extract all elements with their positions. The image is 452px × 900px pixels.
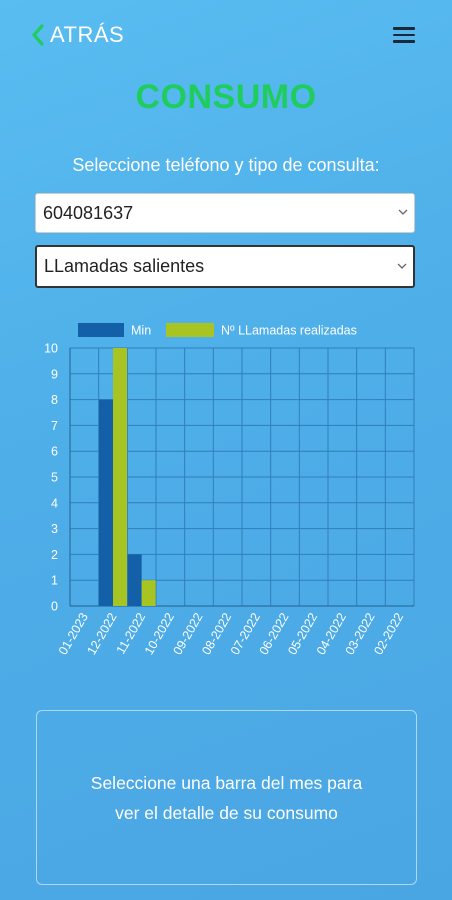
hamburger-menu-icon[interactable] (393, 26, 417, 44)
y-tick-label: 7 (51, 419, 58, 433)
legend-swatch-min (78, 323, 124, 337)
bar-calls (141, 580, 156, 606)
back-label: ATRÁS (50, 22, 125, 47)
bar-min (127, 554, 142, 606)
top-bar: ATRÁS (0, 0, 452, 70)
phone-select[interactable]: 604081637 (35, 193, 415, 233)
y-tick-label: 1 (51, 574, 58, 588)
y-tick-label: 4 (51, 496, 58, 510)
y-tick-label: 0 (51, 600, 58, 614)
info-text: Seleccione una barra del mes para ver el… (90, 772, 363, 823)
consumption-chart: 01234567891001-202312-202211-202210-2022… (44, 323, 415, 657)
phone-select-value: 604081637 (43, 203, 134, 223)
back-button[interactable]: ATRÁS (30, 20, 124, 50)
bar-min (99, 399, 113, 606)
chevron-down-icon (398, 209, 408, 215)
y-tick-label: 8 (51, 393, 58, 407)
y-tick-label: 2 (51, 548, 58, 562)
y-tick-label: 9 (51, 367, 58, 381)
chevron-left-icon (32, 24, 44, 46)
y-tick-label: 10 (44, 342, 58, 356)
y-tick-label: 3 (51, 522, 58, 536)
y-tick-label: 5 (51, 471, 58, 485)
legend-label-min: Min (131, 324, 151, 338)
legend-label-calls: Nº LLamadas realizadas (221, 324, 357, 338)
type-select[interactable]: LLamadas salientes (35, 245, 415, 288)
page-title: CONSUMO (135, 78, 317, 116)
type-select-value: LLamadas salientes (44, 256, 205, 276)
legend-swatch-calls (166, 323, 214, 337)
info-panel: Seleccione una barra del mes para ver el… (36, 710, 417, 885)
page-subtitle: Seleccione teléfono y tipo de consulta: (72, 155, 380, 175)
y-tick-label: 6 (51, 445, 58, 459)
bar-calls (113, 348, 127, 606)
chevron-down-icon (397, 263, 407, 269)
